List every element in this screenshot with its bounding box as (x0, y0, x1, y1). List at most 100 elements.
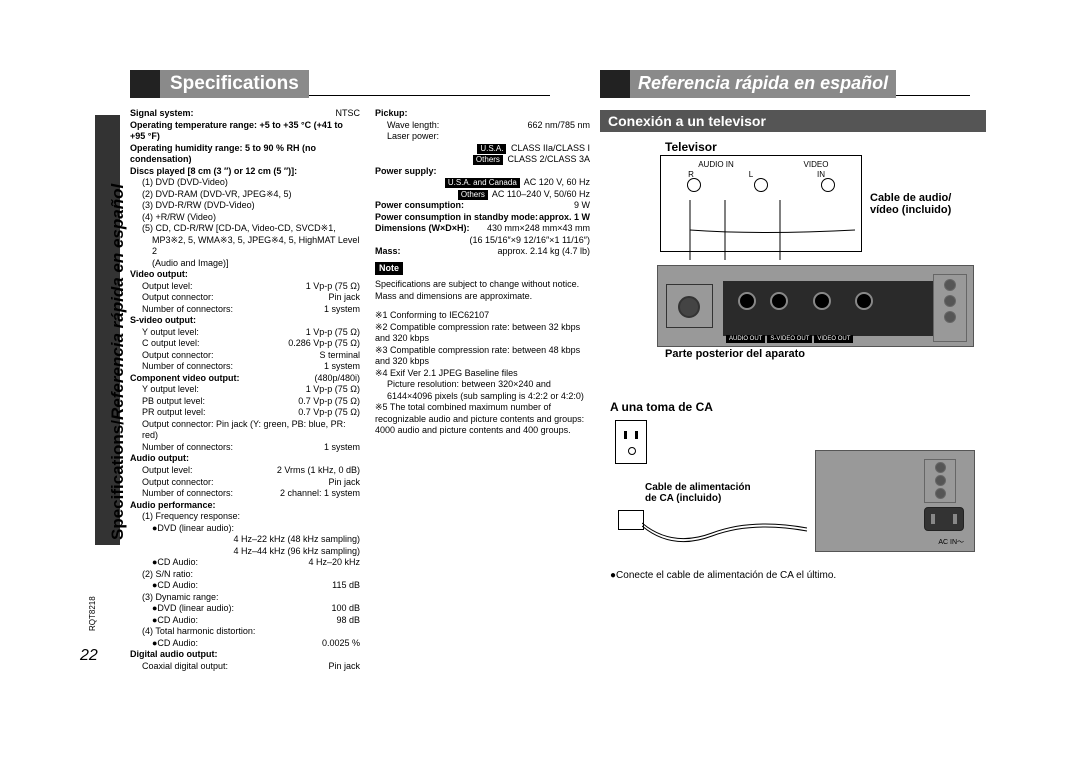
header-line (896, 70, 970, 98)
panel-labels: AUDIO OUT S-VIDEO OUT VIDEO OUT (726, 335, 853, 343)
ao-level-v: 2 Vrms (1 kHz, 0 dB) (277, 465, 360, 477)
thd-cd-v: 0.0025 % (322, 638, 360, 650)
ground-icon (628, 447, 636, 455)
tv-labels: AUDIO IN VIDEO (661, 160, 861, 169)
badge-usacan: U.S.A. and Canada (445, 178, 520, 188)
comp-jack-icon (935, 488, 946, 499)
jack-icon (754, 178, 768, 192)
pc-k: Power consumption: (375, 200, 464, 212)
note-label: Note (375, 262, 403, 276)
disc-5c: (Audio and Image)] (130, 258, 360, 270)
cv-num-k: Number of connectors: (142, 442, 233, 454)
header-accent (130, 70, 160, 98)
ac-plug-icon (618, 510, 644, 530)
header-specifications: Specifications (130, 70, 550, 98)
cv-y-k: Y output level: (142, 384, 199, 396)
sv-num-v: 1 system (324, 361, 360, 373)
ps-usa-v: AC 120 V, 60 Hz (524, 177, 590, 187)
cable-audio-label: Cable de audio/ vídeo (incluido) (870, 192, 970, 216)
fr-dvd: ●DVD (linear audio): (130, 523, 360, 535)
ao-conn-v: Pin jack (328, 477, 360, 489)
sv-num-k: Number of connectors: (142, 361, 233, 373)
lp-oth-v: CLASS 2/CLASS 3A (507, 154, 590, 164)
jack-icon (687, 178, 701, 192)
lp-usa: U.S.A. CLASS IIa/CLASS I (375, 143, 590, 155)
cv-pb-k: PB output level: (142, 396, 205, 408)
wl-k: Wave length: (387, 120, 439, 132)
ac-socket-icon (924, 507, 964, 531)
cable-audio-text: Cable de audio/ (870, 192, 951, 204)
spec-column-1: Signal system:NTSC Operating temperature… (130, 108, 360, 672)
cv-pr-v: 0.7 Vp-p (75 Ω) (298, 407, 360, 419)
l-label: L (741, 170, 761, 179)
comp-jack-icon (944, 279, 956, 291)
de-ca-inc-text: de CA (incluido) (645, 493, 721, 504)
dr-cd-v: 98 dB (336, 615, 360, 627)
cv-conn: Output connector: Pin jack (Y: green, PB… (130, 419, 360, 442)
fr-cd-v: 4 Hz–20 kHz (308, 557, 360, 569)
component-box2-icon (924, 459, 956, 503)
conecte-text: ●Conecte el cable de alimentación de CA … (610, 570, 970, 581)
coax-jack-icon (678, 296, 700, 318)
audio-in-label: AUDIO IN (686, 160, 746, 169)
dr-cd-k: ●CD Audio: (152, 615, 198, 627)
fr-dvd-96: 4 Hz–44 kHz (96 kHz sampling) (130, 546, 360, 558)
sv-conn-v: S terminal (319, 350, 360, 362)
sidebar-left: Specifications/ (108, 420, 127, 540)
sv-conn-k: Output connector: (142, 350, 214, 362)
pc-v: 9 W (574, 200, 590, 212)
dr-dvd-v: 100 dB (331, 603, 360, 615)
tv-sublabels: R L IN (661, 170, 861, 179)
ao-num-k: Number of connectors: (142, 488, 233, 500)
vo-num-v: 1 system (324, 304, 360, 316)
ao-conn-k: Output connector: (142, 477, 214, 489)
cv-y-v: 1 Vp-p (75 Ω) (306, 384, 360, 396)
note-text: Specifications are subject to change wit… (375, 279, 590, 302)
cable-lines-icon (660, 200, 860, 270)
dim-v: 430 mm×248 mm×43 mm (487, 223, 590, 235)
wl-v: 662 nm/785 nm (527, 120, 590, 132)
pcs-k: Power consumption in standby mode: (375, 212, 538, 224)
audio-output: Audio output: (130, 453, 360, 465)
freq-resp: (1) Frequency response: (130, 511, 360, 523)
thd: (4) Total harmonic distortion: (130, 626, 360, 638)
ps-oth: Others AC 110–240 V, 50/60 Hz (375, 189, 590, 201)
signal-system-key: Signal system: (130, 108, 194, 120)
ac-in-label: AC IN〜 (938, 537, 964, 547)
cable-alim-text: Cable de alimentación (645, 482, 751, 493)
video-out-label: VIDEO OUT (814, 335, 853, 343)
power-supply: Power supply: (375, 166, 590, 178)
page-number: 22 (80, 647, 98, 665)
spec-column-2: Pickup: Wave length:662 nm/785 nm Laser … (375, 108, 590, 437)
badge-usa: U.S.A. (477, 144, 506, 154)
header-left-title: Specifications (160, 70, 309, 98)
disc-5a: (5) CD, CD-R/RW [CD-DA, Video-CD, SVCD※1… (130, 223, 360, 235)
header-line (309, 70, 550, 98)
audio-out-label: AUDIO OUT (726, 335, 765, 343)
ao-num-v: 2 channel: 1 system (280, 488, 360, 500)
dr-dvd-k: ●DVD (linear audio): (152, 603, 234, 615)
comp-jack-icon (935, 462, 946, 473)
sn-cd-v: 115 dB (332, 580, 360, 592)
sv-c-v: 0.286 Vp-p (75 Ω) (288, 338, 360, 350)
disc-1: (1) DVD (DVD-Video) (130, 177, 360, 189)
video-label: VIDEO (796, 160, 836, 169)
sv-y-v: 1 Vp-p (75 Ω) (306, 327, 360, 339)
cv-pr-k: PR output level: (142, 407, 206, 419)
do-k: Coaxial digital output: (142, 661, 228, 673)
vo-conn-v: Pin jack (328, 292, 360, 304)
dim-k: Dimensions (W×D×H): (375, 223, 470, 235)
dyn-range: (3) Dynamic range: (130, 592, 360, 604)
mass-v: approx. 2.14 kg (4.7 lb) (497, 246, 590, 258)
ps-usa: U.S.A. and Canada AC 120 V, 60 Hz (375, 177, 590, 189)
vo-level-v: 1 Vp-p (75 Ω) (306, 281, 360, 293)
footnote-4: ※4 Exif Ver 2.1 JPEG Baseline files (375, 368, 590, 380)
op-humid: Operating humidity range: 5 to 90 % RH (… (130, 143, 360, 166)
op-temp: Operating temperature range: +5 to +35 °… (130, 120, 360, 143)
panel-jack-icon (855, 292, 873, 310)
comp-mode: (480p/480i) (314, 373, 360, 385)
discs-played: Discs played [8 cm (3 ″) or 12 cm (5 ″)]… (130, 166, 360, 178)
lp-usa-v: CLASS IIa/CLASS I (511, 143, 590, 153)
panel-jack-icon (770, 292, 788, 310)
panel-jack-icon (738, 292, 756, 310)
